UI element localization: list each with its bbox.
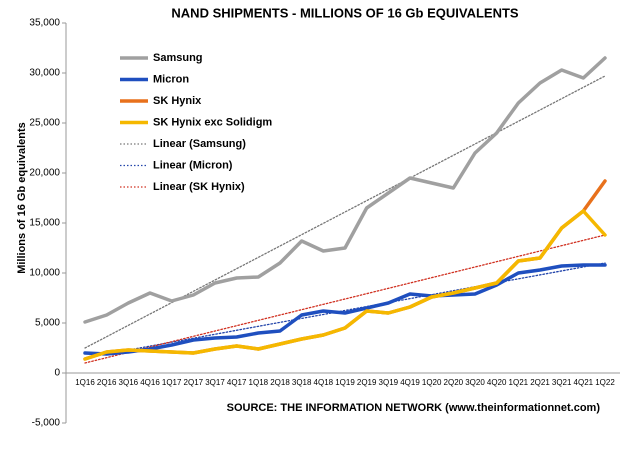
legend-label: SK Hynix bbox=[153, 95, 202, 107]
chart-title: NAND SHIPMENTS - MILLIONS OF 16 Gb EQUIV… bbox=[171, 5, 518, 20]
x-tick-label: 1Q19 bbox=[335, 378, 355, 387]
y-tick-label: 5,000 bbox=[35, 318, 60, 329]
x-tick-label: 3Q16 bbox=[119, 378, 139, 387]
x-tick-label: 3Q17 bbox=[205, 378, 225, 387]
y-tick-label: 20,000 bbox=[29, 168, 60, 179]
x-tick-label: 4Q17 bbox=[227, 378, 247, 387]
x-tick-label: 3Q18 bbox=[292, 378, 312, 387]
x-tick-label: 2Q16 bbox=[97, 378, 117, 387]
series-line bbox=[83, 263, 607, 356]
legend-label: SK Hynix exc Solidigm bbox=[153, 116, 272, 128]
x-tick-label: 4Q19 bbox=[400, 378, 420, 387]
series-line bbox=[83, 209, 607, 361]
x-tick-label: 1Q17 bbox=[162, 378, 182, 387]
x-tick-label: 3Q21 bbox=[552, 378, 572, 387]
y-tick-label: -5,000 bbox=[32, 418, 61, 429]
x-tick-label: 4Q21 bbox=[574, 378, 594, 387]
x-tick-label: 1Q21 bbox=[509, 378, 529, 387]
series-line bbox=[83, 179, 607, 361]
x-tick-label: 1Q22 bbox=[595, 378, 615, 387]
y-tick-label: 10,000 bbox=[29, 268, 60, 279]
y-tick-label: 35,000 bbox=[29, 18, 60, 29]
x-tick-label: 1Q20 bbox=[422, 378, 442, 387]
legend-label: Linear (Micron) bbox=[153, 159, 233, 171]
x-tick-label: 2Q17 bbox=[184, 378, 204, 387]
x-tick-label: 4Q18 bbox=[314, 378, 334, 387]
x-tick-label: 3Q20 bbox=[465, 378, 485, 387]
x-tick-label: 1Q18 bbox=[249, 378, 269, 387]
trend-line bbox=[84, 234, 606, 364]
x-tick-label: 1Q16 bbox=[75, 378, 95, 387]
y-tick-label: 0 bbox=[54, 368, 60, 379]
source-note: SOURCE: THE INFORMATION NETWORK (www.the… bbox=[227, 402, 601, 414]
series-line bbox=[83, 56, 607, 324]
x-tick-label: 4Q20 bbox=[487, 378, 507, 387]
legend-label: Samsung bbox=[153, 52, 203, 64]
legend-label: Micron bbox=[153, 73, 189, 85]
x-tick-label: 2Q18 bbox=[270, 378, 290, 387]
x-tick-label: 2Q19 bbox=[357, 378, 377, 387]
x-tick-label: 4Q16 bbox=[140, 378, 160, 387]
x-tick-label: 2Q20 bbox=[444, 378, 464, 387]
legend-label: Linear (SK Hynix) bbox=[153, 181, 245, 193]
y-tick-label: 15,000 bbox=[29, 218, 60, 229]
y-tick-label: 30,000 bbox=[29, 68, 60, 79]
x-tick-label: 2Q21 bbox=[530, 378, 550, 387]
y-tick-label: 25,000 bbox=[29, 118, 60, 129]
legend-label: Linear (Samsung) bbox=[153, 138, 246, 150]
x-tick-label: 3Q19 bbox=[379, 378, 399, 387]
y-axis-label: Millions of 16 Gb equivalents bbox=[16, 122, 28, 274]
